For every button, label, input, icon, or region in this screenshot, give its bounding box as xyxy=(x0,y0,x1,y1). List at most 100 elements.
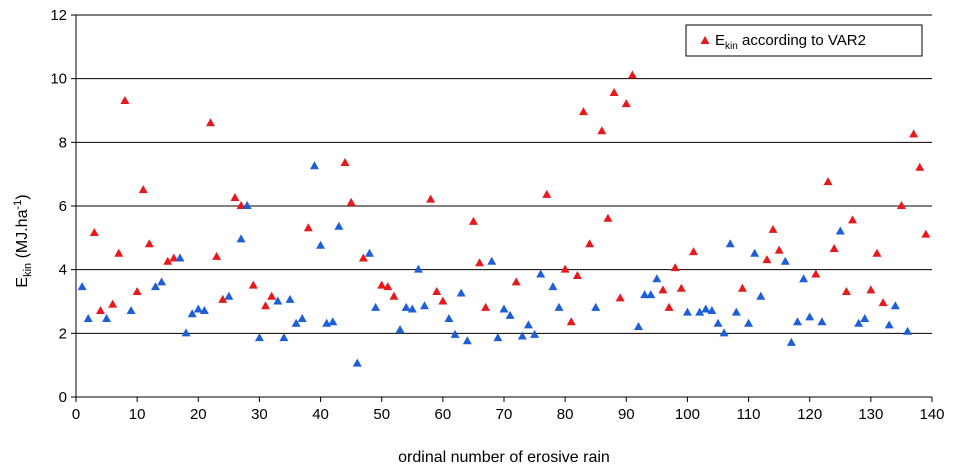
data-point-s0-89 xyxy=(615,293,625,302)
data-point-s1-117 xyxy=(786,337,796,346)
data-point-s1-136 xyxy=(903,326,913,335)
data-point-s1-85 xyxy=(591,302,601,311)
data-point-s1-17 xyxy=(175,253,185,262)
data-point-s1-103 xyxy=(701,304,711,313)
data-point-s0-138 xyxy=(915,162,925,171)
data-point-s0-132 xyxy=(878,298,888,307)
data-point-s1-25 xyxy=(224,291,234,300)
gridlines xyxy=(76,14,932,334)
data-point-s1-119 xyxy=(799,274,809,283)
data-point-s0-98 xyxy=(670,263,680,272)
data-point-s0-50 xyxy=(377,280,387,289)
data-point-s0-24 xyxy=(218,294,228,303)
x-tick-label-100: 100 xyxy=(675,406,700,423)
y-axis-title: Ekin (MJ.ha-1) xyxy=(12,194,34,287)
data-point-s1-105 xyxy=(713,318,723,327)
data-point-s0-31 xyxy=(261,301,271,310)
data-point-s1-68 xyxy=(487,256,497,265)
y-tick-label-12: 12 xyxy=(50,7,67,24)
data-point-s0-97 xyxy=(664,302,674,311)
legend-label-var2: Ekin according to VAR2 xyxy=(715,32,866,52)
data-point-s1-75 xyxy=(530,329,540,338)
data-point-s0-127 xyxy=(848,215,858,224)
data-point-s1-79 xyxy=(554,302,564,311)
data-point-s0-113 xyxy=(762,255,772,264)
data-point-s1-37 xyxy=(297,314,307,323)
data-point-s0-10 xyxy=(132,286,142,295)
data-point-s1-95 xyxy=(652,274,662,283)
data-point-s0-3 xyxy=(89,228,99,237)
data-point-s0-96 xyxy=(658,285,668,294)
data-point-s1-112 xyxy=(756,291,766,300)
data-point-s0-8 xyxy=(120,95,130,104)
data-point-s0-59 xyxy=(432,286,442,295)
data-point-s0-27 xyxy=(236,201,246,209)
data-point-s1-78 xyxy=(548,282,558,291)
data-point-s1-107 xyxy=(725,239,735,248)
data-point-s0-81 xyxy=(566,317,576,326)
x-tick-label-20: 20 xyxy=(190,406,207,423)
data-point-s1-48 xyxy=(364,248,374,257)
data-point-s0-87 xyxy=(603,213,613,222)
data-point-s0-123 xyxy=(823,177,833,186)
data-point-s1-116 xyxy=(780,256,790,265)
data-point-s1-94 xyxy=(646,290,656,299)
y-tick-label-0: 0 xyxy=(59,389,67,406)
data-point-s1-21 xyxy=(199,306,209,315)
data-point-s0-91 xyxy=(627,70,637,79)
data-points xyxy=(77,70,931,367)
data-point-s1-92 xyxy=(634,321,644,330)
x-tick-label-10: 10 xyxy=(129,406,146,423)
data-point-s0-26 xyxy=(230,193,240,202)
data-point-s1-129 xyxy=(860,314,870,323)
data-point-s1-56 xyxy=(413,264,423,273)
data-point-s0-77 xyxy=(542,189,552,198)
data-point-s1-106 xyxy=(719,328,729,337)
data-point-s1-40 xyxy=(316,240,326,249)
x-tick-label-40: 40 xyxy=(312,406,329,423)
x-tick-label-50: 50 xyxy=(373,406,390,423)
data-point-s0-29 xyxy=(248,280,258,289)
data-point-s1-1 xyxy=(77,282,87,291)
data-point-s1-2 xyxy=(83,314,93,323)
data-point-s1-120 xyxy=(805,312,815,321)
x-tick-label-90: 90 xyxy=(618,406,635,423)
data-point-s1-33 xyxy=(273,296,283,305)
data-point-s0-88 xyxy=(609,87,619,96)
data-point-s0-16 xyxy=(169,253,179,262)
data-point-s1-63 xyxy=(456,288,466,297)
data-point-s0-38 xyxy=(303,223,313,232)
data-point-s0-47 xyxy=(358,253,368,262)
data-point-s1-30 xyxy=(254,333,264,342)
data-point-s0-139 xyxy=(921,229,931,238)
data-point-s1-110 xyxy=(744,318,754,327)
data-point-s1-102 xyxy=(695,307,705,316)
data-point-s0-60 xyxy=(438,296,448,305)
data-point-s1-35 xyxy=(285,294,295,303)
y-tick-label-8: 8 xyxy=(59,134,67,151)
data-point-s1-104 xyxy=(707,306,717,315)
data-point-s1-55 xyxy=(407,304,417,313)
data-point-s1-34 xyxy=(279,333,289,342)
x-tick-label-0: 0 xyxy=(72,406,80,423)
data-point-s1-69 xyxy=(493,333,503,342)
data-point-s1-71 xyxy=(505,310,515,319)
data-point-s1-49 xyxy=(371,302,381,311)
data-point-s0-84 xyxy=(585,239,595,248)
data-point-s1-64 xyxy=(462,336,472,345)
data-point-s1-9 xyxy=(126,306,136,315)
legend-marker-var2 xyxy=(700,36,710,44)
data-point-s0-109 xyxy=(737,283,747,292)
data-point-s1-18 xyxy=(181,328,191,337)
data-point-s1-134 xyxy=(890,301,900,310)
data-point-s1-39 xyxy=(309,161,319,170)
data-point-s0-51 xyxy=(383,282,393,291)
y-axis-ticks: 0 2 4 6 8 10 12 xyxy=(50,7,76,406)
legend-box xyxy=(685,24,923,57)
data-point-s0-12 xyxy=(144,239,154,248)
x-axis-ticks: 0 10 20 30 40 50 60 70 80 90 100 110 120 130 140 xyxy=(72,397,945,423)
data-point-s0-7 xyxy=(114,248,124,257)
data-point-s0-137 xyxy=(909,129,919,138)
data-point-s1-111 xyxy=(750,248,760,257)
